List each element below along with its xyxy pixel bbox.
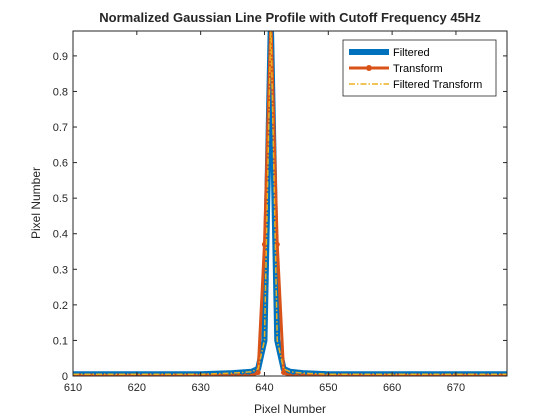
y-axis: 0 0.1 0.2 0.3 0.4 0.5 0.6 0.7 0.8 0.9 xyxy=(53,51,507,383)
legend-marker-transform xyxy=(366,65,372,71)
y-tick-label: 0.3 xyxy=(53,264,68,276)
transform-marker xyxy=(236,373,242,376)
x-tick-label: 650 xyxy=(319,382,337,394)
transform-marker xyxy=(293,373,299,376)
transform-marker xyxy=(281,369,287,376)
x-axis: 610 620 630 640 650 660 670 xyxy=(64,31,465,394)
transform-marker xyxy=(249,373,255,376)
x-tick-label: 640 xyxy=(255,382,273,394)
y-tick-label: 0.7 xyxy=(53,122,68,134)
series-line-filtered xyxy=(73,31,507,376)
transform-marker xyxy=(229,373,236,376)
y-tick-label: 0 xyxy=(62,371,68,383)
y-tick-label: 0.2 xyxy=(53,300,68,312)
legend-entries: Filtered Transform Filtered Transform xyxy=(349,47,482,91)
legend-label-filtered-transform: Filtered Transform xyxy=(393,79,482,91)
x-tick-label: 660 xyxy=(383,382,401,394)
y-tick-label: 0.1 xyxy=(53,335,68,347)
x-tick-label: 630 xyxy=(191,382,209,394)
series-layer xyxy=(73,31,507,376)
y-tick-label: 0.4 xyxy=(53,229,68,241)
y-tick-label: 0.5 xyxy=(53,193,68,205)
y-tick-label: 0.6 xyxy=(53,158,68,170)
transform-marker xyxy=(242,373,248,376)
transform-marker xyxy=(217,373,223,376)
axes-box xyxy=(72,30,508,377)
chart-title: Normalized Gaussian Line Profile with Cu… xyxy=(99,10,481,25)
y-tick-label: 0.8 xyxy=(53,86,68,98)
y-axis-label: Pixel Number xyxy=(29,167,43,239)
x-tick-label: 620 xyxy=(128,382,146,394)
transform-marker xyxy=(312,373,319,376)
transform-marker xyxy=(287,373,293,376)
transform-marker xyxy=(300,373,306,376)
transform-marker xyxy=(255,369,261,376)
y-tick-label: 0.9 xyxy=(53,51,68,63)
x-tick-label: 610 xyxy=(64,382,82,394)
legend: Filtered Transform Filtered Transform xyxy=(342,39,497,97)
legend-label-filtered: Filtered xyxy=(393,47,430,59)
x-tick-label: 670 xyxy=(447,382,465,394)
legend-label-transform: Transform xyxy=(393,63,443,75)
x-axis-label: Pixel Number xyxy=(254,402,326,416)
